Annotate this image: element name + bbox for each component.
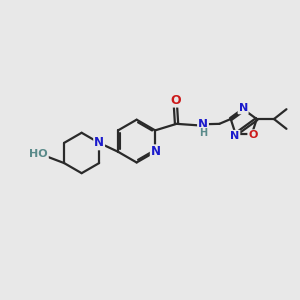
Text: N: N [151, 145, 161, 158]
Text: N: N [238, 103, 248, 113]
Text: N: N [94, 136, 104, 149]
Text: HO: HO [29, 149, 48, 160]
Text: O: O [170, 94, 181, 106]
Text: N: N [198, 118, 208, 130]
Text: O: O [248, 130, 258, 140]
Text: N: N [230, 131, 239, 141]
Text: H: H [199, 128, 207, 138]
